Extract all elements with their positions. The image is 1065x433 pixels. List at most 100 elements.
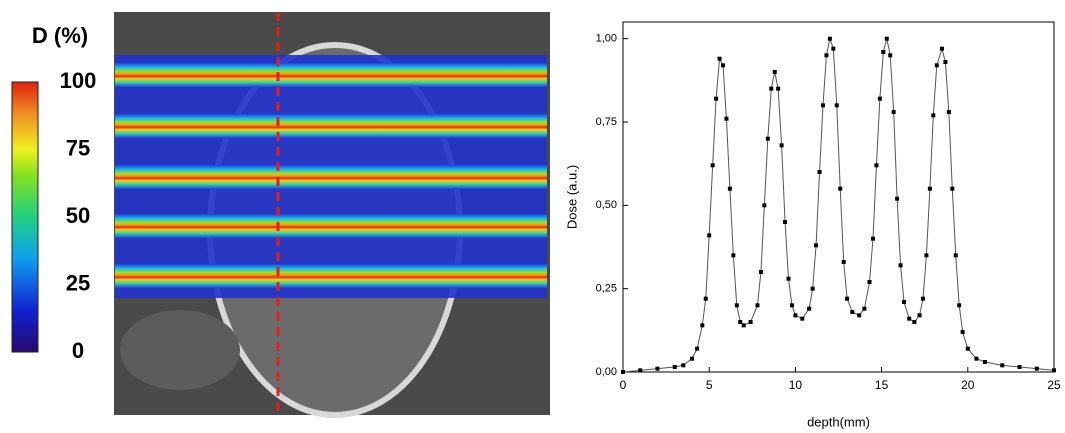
- data-point: [720, 63, 725, 68]
- data-point: [695, 346, 700, 351]
- data-point: [762, 203, 767, 208]
- data-point: [824, 53, 829, 58]
- data-point: [772, 70, 777, 74]
- data-point: [920, 296, 925, 301]
- data-point: [960, 330, 965, 334]
- data-point: [934, 63, 939, 68]
- data-point: [703, 296, 708, 301]
- data-point: [957, 303, 962, 308]
- data-point: [884, 36, 889, 41]
- data-point: [755, 303, 760, 308]
- data-point: [807, 306, 812, 311]
- data-point: [810, 286, 815, 291]
- x-tick-label: 5: [706, 378, 713, 392]
- data-point: [765, 136, 770, 141]
- data-point: [917, 313, 922, 318]
- data-point: [888, 53, 893, 58]
- data-point: [862, 306, 867, 311]
- x-tick-label: 0: [620, 378, 627, 392]
- data-point: [655, 366, 660, 371]
- data-point: [867, 280, 872, 284]
- data-point: [793, 313, 798, 318]
- data-point: [779, 143, 784, 148]
- data-point: [734, 303, 739, 308]
- x-tick-label: 20: [961, 378, 975, 392]
- data-point: [714, 96, 719, 101]
- data-point: [681, 363, 686, 368]
- ct-image: [114, 12, 550, 418]
- data-point: [857, 313, 862, 318]
- data-point: [827, 36, 832, 41]
- data-point: [838, 186, 843, 191]
- data-point: [953, 253, 958, 258]
- data-point: [1034, 366, 1039, 371]
- data-point: [621, 370, 625, 374]
- data-point: [902, 300, 907, 304]
- data-point: [950, 186, 955, 191]
- data-point: [727, 186, 732, 191]
- data-point: [738, 320, 743, 324]
- x-axis-label: depth(mm): [807, 414, 870, 429]
- data-point: [724, 116, 729, 121]
- x-tick-label: 15: [875, 378, 889, 392]
- data-point: [814, 243, 819, 248]
- data-point: [1000, 363, 1005, 368]
- colorbar-tick-label: 25: [66, 270, 90, 295]
- data-point: [831, 46, 836, 51]
- data-point: [672, 365, 677, 369]
- data-point: [710, 163, 715, 168]
- data-point: [907, 316, 912, 321]
- data-point: [800, 316, 805, 321]
- data-point: [769, 86, 774, 91]
- y-tick-label: 0,75: [596, 116, 617, 128]
- data-point: [912, 320, 917, 324]
- data-point: [776, 86, 781, 91]
- colorbar-tick-label: 100: [60, 68, 97, 93]
- data-point: [881, 50, 886, 54]
- data-point: [689, 356, 694, 361]
- data-point: [741, 323, 746, 328]
- data-point: [983, 360, 988, 364]
- data-point: [707, 233, 712, 238]
- data-point: [841, 260, 846, 264]
- data-point: [877, 96, 882, 101]
- plot-frame: [622, 21, 1055, 373]
- x-tick-label: 10: [789, 378, 803, 392]
- data-point: [974, 356, 979, 361]
- colorbar-tick-label: 75: [66, 135, 90, 160]
- data-point: [789, 303, 794, 308]
- data-point: [638, 368, 643, 373]
- colorbar-tick-label: 50: [66, 203, 90, 228]
- data-point: [731, 253, 736, 258]
- y-tick-label: 0,50: [596, 199, 617, 211]
- data-point: [717, 56, 722, 61]
- data-point: [748, 320, 753, 324]
- data-point: [965, 346, 970, 351]
- data-point: [820, 103, 825, 108]
- data-point: [939, 46, 944, 51]
- data-point: [943, 60, 948, 64]
- data-point: [834, 103, 839, 108]
- data-point: [891, 110, 896, 114]
- data-point: [946, 110, 951, 114]
- colorbar: D (%): [11, 23, 88, 353]
- y-tick-label: 0,00: [596, 366, 617, 378]
- x-tick-label: 25: [1047, 378, 1061, 392]
- data-point: [758, 270, 763, 274]
- data-point: [845, 296, 850, 301]
- data-point: [1052, 368, 1056, 373]
- data-point: [850, 310, 855, 314]
- data-point: [898, 263, 903, 268]
- data-point: [931, 113, 936, 118]
- data-point: [700, 323, 705, 328]
- y-tick-label: 1,00: [596, 33, 617, 45]
- data-point: [783, 220, 788, 224]
- data-point: [817, 170, 822, 174]
- y-tick-label: 0,25: [596, 283, 617, 295]
- colorbar-title: D (%): [32, 23, 88, 48]
- data-line: [622, 36, 1055, 373]
- y-axis-label: Dose (a.u.): [564, 165, 579, 229]
- data-point: [786, 276, 791, 281]
- data-point: [895, 196, 900, 201]
